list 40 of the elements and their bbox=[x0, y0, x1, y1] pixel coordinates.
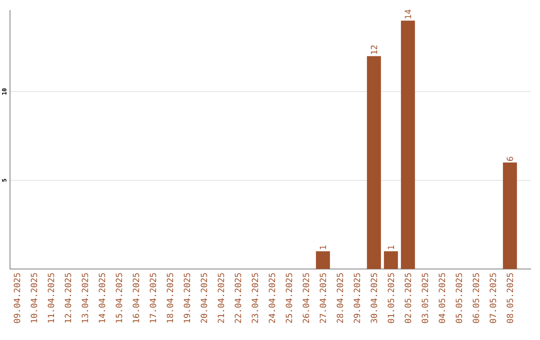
x-tick-label: 12.04.2025 bbox=[64, 273, 72, 322]
x-tick-label: 04.05.2025 bbox=[438, 273, 446, 323]
x-tick-label: 01.05.2025 bbox=[388, 273, 394, 323]
x-tick-label: 30.04.2025 bbox=[370, 273, 378, 323]
data-label: 1 bbox=[320, 246, 326, 250]
x-tick-label: 28.04.2025 bbox=[336, 273, 344, 323]
x-tick-label: 09.04.2025 bbox=[14, 273, 20, 323]
data-label: 6 bbox=[506, 156, 514, 161]
x-tick-label: 15.04.2025 bbox=[116, 273, 122, 322]
x-tick-label: 10.04.2025 bbox=[30, 273, 38, 322]
bar bbox=[502, 162, 517, 269]
bar bbox=[366, 56, 381, 269]
data-label: 1 bbox=[388, 246, 394, 250]
x-tick-label: 05.05.2025 bbox=[456, 273, 462, 323]
x-tick-label: 18.04.2025 bbox=[166, 273, 174, 322]
x-tick-label: 13.04.2025 bbox=[82, 273, 88, 322]
x-tick-label: 25.04.2025 bbox=[286, 273, 292, 323]
x-tick-label: 02.05.2025 bbox=[404, 273, 412, 323]
data-label: 14 bbox=[404, 10, 412, 18]
x-tick-label: 11.04.2025 bbox=[48, 273, 54, 322]
x-tick-label: 22.04.2025 bbox=[234, 273, 242, 323]
x-tick-label: 20.04.2025 bbox=[200, 273, 208, 323]
x-tick-label: 23.04.2025 bbox=[252, 273, 258, 323]
x-tick-label: 07.05.2025 bbox=[490, 273, 496, 323]
x-tick-label: 19.04.2025 bbox=[184, 273, 190, 322]
x-tick-label: 24.04.2025 bbox=[268, 273, 276, 323]
x-tick-label: 29.04.2025 bbox=[354, 273, 360, 323]
x-tick-label: 14.04.2025 bbox=[98, 273, 106, 322]
x-tick-label: 16.04.2025 bbox=[132, 273, 140, 322]
x-tick-label: 03.05.2025 bbox=[422, 273, 428, 323]
bar bbox=[316, 251, 330, 269]
data-label: 12 bbox=[370, 45, 378, 54]
x-tick-label: 26.04.2025 bbox=[302, 273, 310, 323]
x-tick-label: 21.04.2025 bbox=[218, 273, 224, 323]
x-tick-label: 27.04.2025 bbox=[320, 273, 326, 323]
bar bbox=[400, 20, 415, 269]
bar bbox=[384, 251, 398, 269]
x-tick-label: 17.04.2025 bbox=[150, 273, 156, 322]
x-tick-label: 06.05.2025 bbox=[472, 273, 480, 323]
x-tick-label: 08.05.2025 bbox=[506, 273, 514, 323]
